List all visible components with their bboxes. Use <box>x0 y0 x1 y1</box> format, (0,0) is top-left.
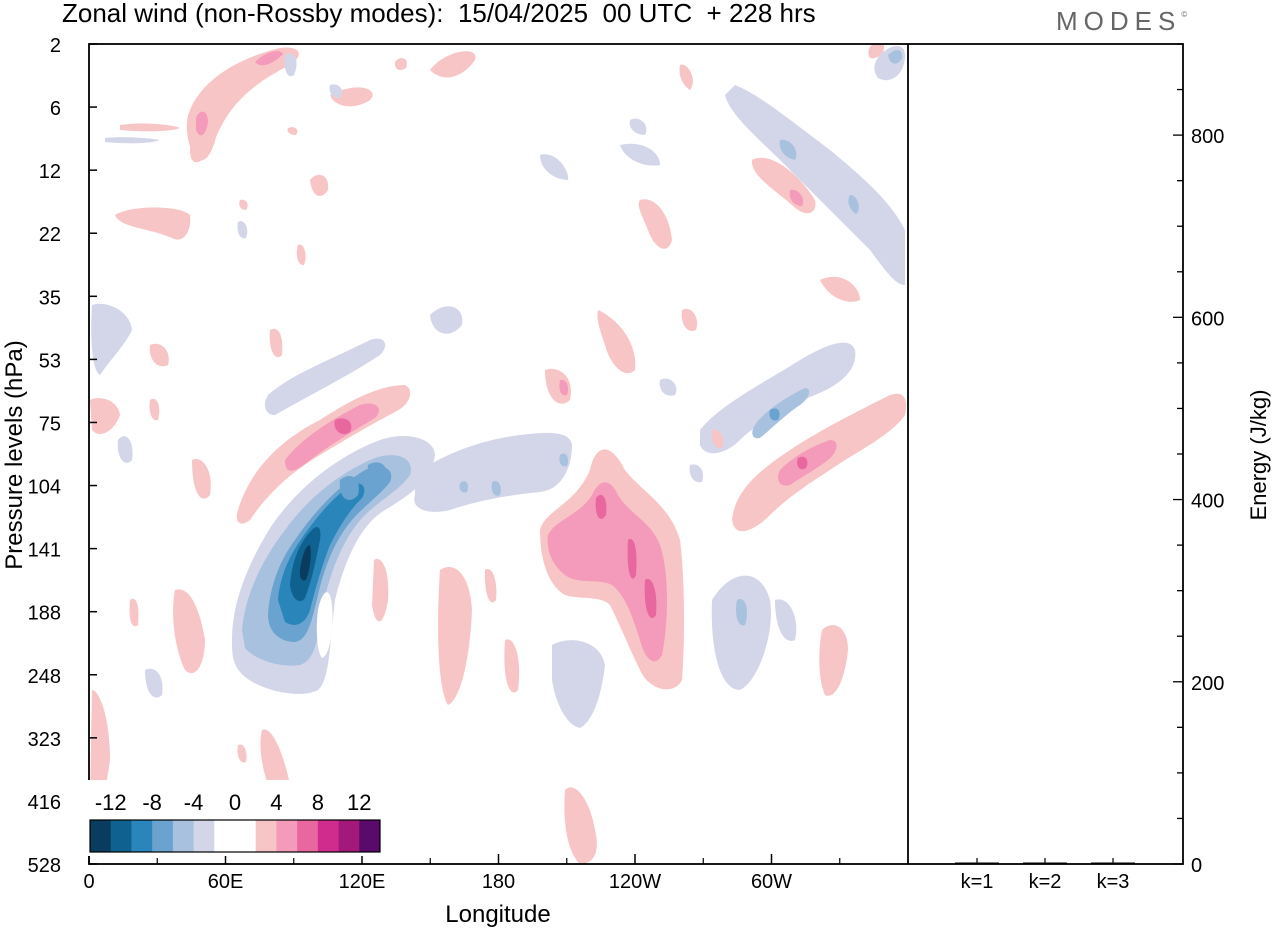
colorbar-label: 12 <box>347 790 371 815</box>
chart-title: Zonal wind (non-Rossby modes): 15/04/202… <box>62 0 816 28</box>
colorbar-swatch <box>359 820 381 852</box>
y-tick-label: 188 <box>28 603 61 625</box>
y-tick-label: 323 <box>28 729 61 751</box>
colorbar-swatch <box>255 820 277 852</box>
colorbar-swatch <box>193 820 215 852</box>
y-tick-label: 248 <box>28 666 61 688</box>
x-tick-label: 60W <box>751 871 792 893</box>
colorbar-label: 0 <box>229 790 241 815</box>
x-tick-label: 0 <box>83 871 94 893</box>
colorbar-swatch <box>110 820 132 852</box>
colorbar-label: -8 <box>142 790 162 815</box>
y-axis-label: Pressure levels (hPa) <box>1 340 28 569</box>
energy-tick-label: 600 <box>1191 308 1224 330</box>
energy-tick-label: 200 <box>1191 673 1224 695</box>
y-tick-label: 528 <box>28 855 61 877</box>
colorbar-swatch <box>276 820 298 852</box>
colorbar-swatch <box>338 820 360 852</box>
y-tick-label: 53 <box>39 350 61 372</box>
energy-tick-label: 0 <box>1191 855 1202 877</box>
energy-axis-ticks: 0 200 400 600 800 <box>1173 43 1224 877</box>
colorbar-swatch <box>152 820 174 852</box>
colorbar-label: -4 <box>184 790 204 815</box>
colorbar: -12 -8 -4 0 4 8 12 <box>86 780 384 856</box>
colorbar-swatch <box>235 820 257 852</box>
y-tick-label: 416 <box>28 792 61 814</box>
x-axis-label: Longitude <box>445 901 550 928</box>
energy-bar-label: k=1 <box>961 871 994 893</box>
colorbar-label: 4 <box>270 790 282 815</box>
x-tick-label: 180 <box>482 871 515 893</box>
x-tick-label: 120E <box>339 871 386 893</box>
energy-bar-label: k=3 <box>1097 871 1130 893</box>
colorbar-label: -12 <box>95 790 127 815</box>
colorbar-swatch <box>172 820 195 852</box>
colorbar-swatch <box>90 820 112 852</box>
plot-frame <box>88 43 1184 865</box>
energy-tick-label: 400 <box>1191 491 1224 513</box>
x-tick-label: 60E <box>208 871 244 893</box>
colorbar-swatch <box>214 820 236 852</box>
colorbar-swatch <box>297 820 319 852</box>
y-tick-label: 12 <box>39 161 61 183</box>
colorbar-swatch <box>317 820 340 852</box>
y-tick-label: 104 <box>28 477 61 499</box>
y-tick-label: 6 <box>50 98 61 120</box>
y-axis-ticks: 2 6 12 22 35 53 75 104 141 188 248 323 416 528 <box>28 35 97 877</box>
colorbar-label: 8 <box>312 790 324 815</box>
energy-axis-label: Energy (J/kg) <box>1246 390 1271 521</box>
x-tick-label: 120W <box>609 871 661 893</box>
modes-logo: MODES© <box>1056 6 1188 36</box>
y-tick-label: 141 <box>28 540 61 562</box>
x-axis-ticks: 0 60E 120E 180 120W 60W <box>83 854 841 893</box>
heatmap-field <box>90 44 907 864</box>
y-tick-label: 75 <box>39 413 61 435</box>
energy-bars: k=1 k=2 k=3 <box>955 858 1135 893</box>
colorbar-border <box>89 819 381 853</box>
y-tick-label: 22 <box>39 224 61 246</box>
y-tick-label: 2 <box>50 35 61 57</box>
colorbar-swatch <box>131 820 153 852</box>
logo-text: MODES <box>1056 6 1182 36</box>
energy-bar-label: k=2 <box>1029 871 1062 893</box>
y-tick-label: 35 <box>39 287 61 309</box>
energy-tick-label: 800 <box>1191 126 1224 148</box>
